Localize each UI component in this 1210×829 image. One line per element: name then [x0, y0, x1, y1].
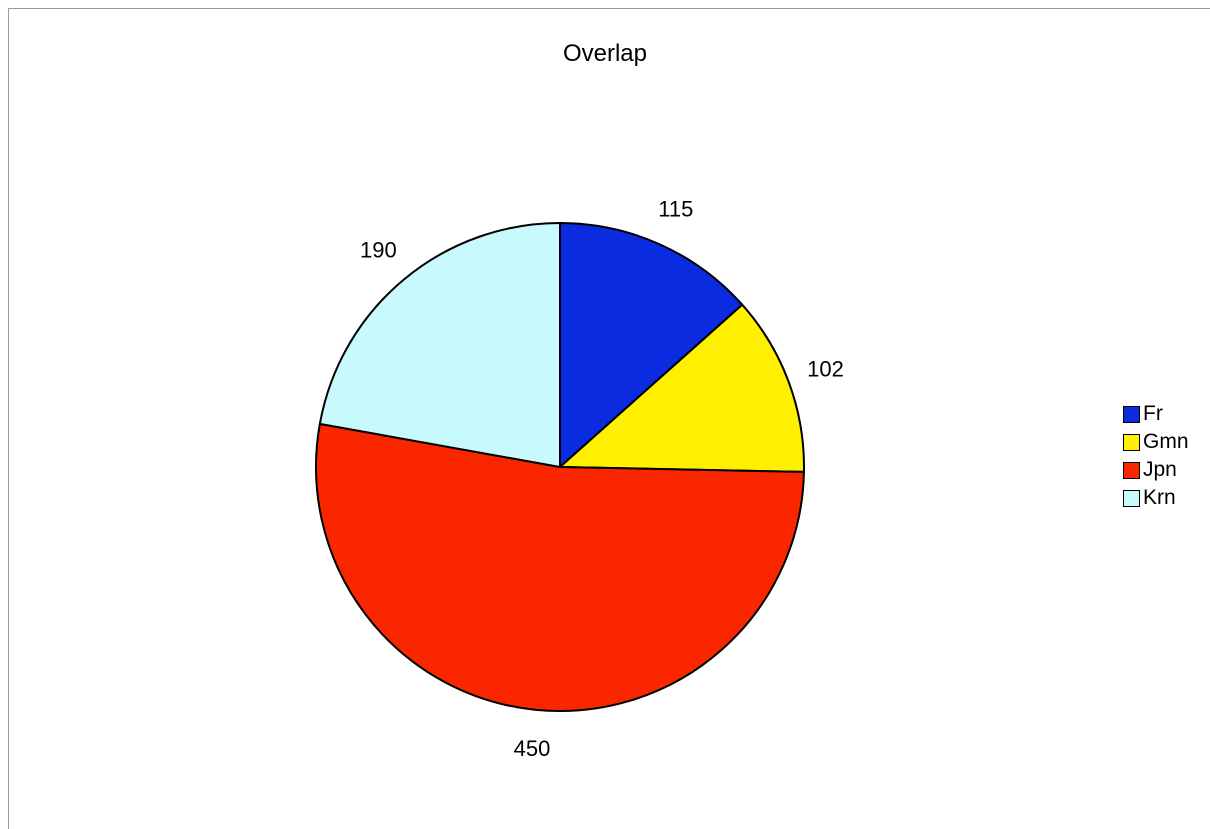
legend-label-gmn: Gmn	[1143, 430, 1189, 453]
legend-item-fr: Fr	[1123, 400, 1189, 428]
legend-label-krn: Krn	[1143, 486, 1176, 509]
pie-slice-gmn	[559, 303, 805, 473]
chart-title: Overlap	[562, 40, 648, 67]
pie-slice-krn	[318, 222, 561, 468]
legend: Fr Gmn Jpn Krn	[1123, 400, 1189, 512]
legend-item-krn: Krn	[1123, 484, 1189, 512]
legend-swatch-jpn	[1123, 461, 1140, 479]
legend-swatch-gmn	[1123, 433, 1140, 451]
legend-label-fr: Fr	[1143, 402, 1163, 425]
data-label-fr: 115	[658, 196, 693, 221]
data-label-krn: 190	[360, 237, 397, 262]
legend-item-gmn: Gmn	[1123, 428, 1189, 456]
legend-swatch-krn	[1123, 489, 1140, 507]
legend-item-jpn: Jpn	[1123, 456, 1189, 484]
pie-slice-jpn	[315, 422, 805, 713]
pie-slice-fr	[559, 222, 744, 468]
data-label-gmn: 102	[807, 357, 844, 382]
legend-swatch-fr	[1123, 405, 1140, 423]
data-label-jpn: 450	[514, 736, 551, 761]
legend-label-jpn: Jpn	[1143, 458, 1177, 481]
